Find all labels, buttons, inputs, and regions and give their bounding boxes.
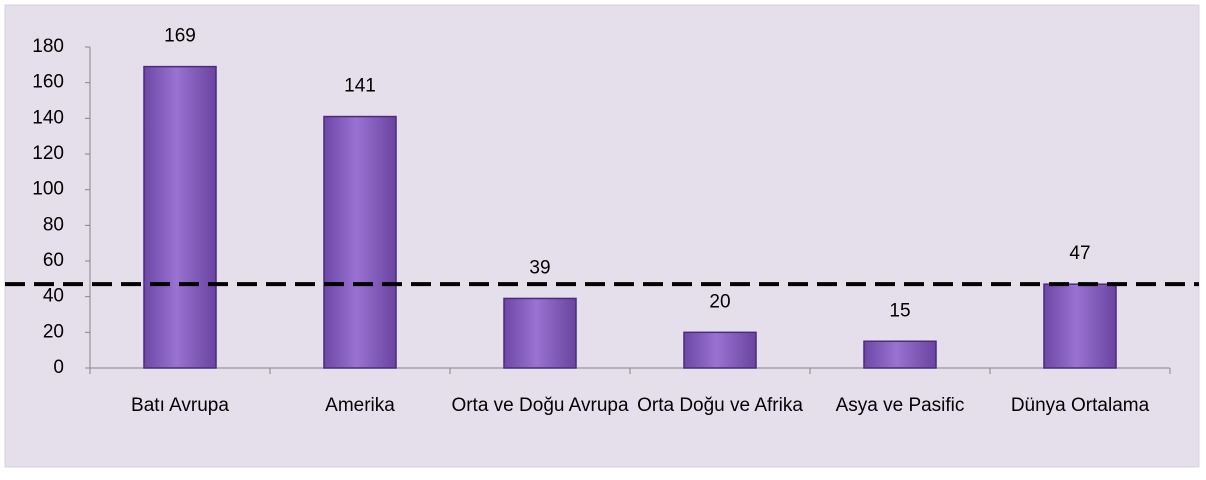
value-label: 169 [164, 26, 196, 47]
value-label: 39 [529, 257, 550, 278]
value-label: 15 [889, 300, 910, 321]
bar [143, 65, 217, 369]
y-tick-label: 20 [43, 321, 64, 342]
x-tick-label: Orta Doğu ve Afrika [637, 395, 803, 416]
y-tick-label: 120 [32, 143, 64, 164]
x-tick-label: Orta ve Doğu Avrupa [451, 395, 629, 416]
bar [863, 340, 937, 369]
x-tick-label: Asya ve Pasific [835, 395, 965, 416]
y-tick-label: 40 [43, 286, 64, 307]
y-tick-label: 60 [43, 250, 64, 271]
value-label: 20 [709, 291, 730, 312]
bar [323, 115, 397, 369]
y-tick-label: 140 [32, 107, 64, 128]
x-tick-label: Batı Avrupa [131, 395, 229, 416]
value-label: 47 [1069, 243, 1090, 264]
y-tick-label: 100 [32, 179, 64, 200]
y-tick-label: 0 [53, 357, 64, 378]
bar [1043, 283, 1117, 369]
x-tick-label: Dünya Ortalama [1010, 395, 1150, 416]
bar [503, 297, 577, 369]
value-label: 141 [344, 76, 376, 97]
y-tick-label: 160 [32, 72, 64, 93]
x-tick-label: Amerika [325, 395, 395, 416]
y-tick-label: 80 [43, 214, 64, 235]
bar [683, 331, 757, 369]
y-tick-label: 180 [32, 36, 64, 57]
